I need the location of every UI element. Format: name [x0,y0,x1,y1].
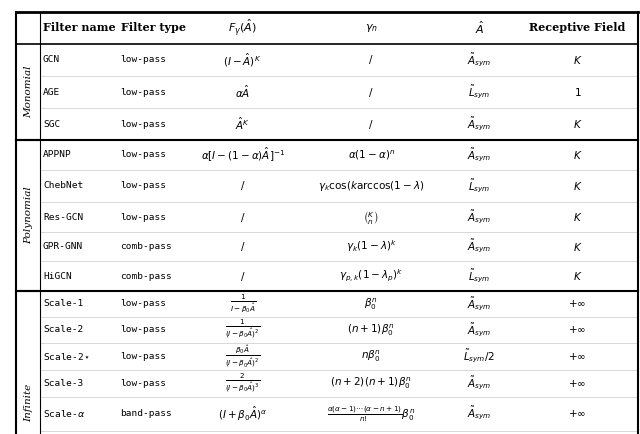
Text: $\frac{1}{I-\beta_0\hat{A}}$: $\frac{1}{I-\beta_0\hat{A}}$ [230,293,256,315]
Text: $\gamma_n$: $\gamma_n$ [365,22,378,34]
Text: low-pass: low-pass [120,352,166,361]
Text: $\frac{\beta_0\hat{A}}{(I-\beta_0\hat{A})^2}$: $\frac{\beta_0\hat{A}}{(I-\beta_0\hat{A}… [225,342,260,370]
Text: SGC: SGC [43,120,60,128]
Text: $K$: $K$ [573,180,582,192]
Text: $\tilde{A}_{sym}$: $\tilde{A}_{sym}$ [467,115,492,133]
Text: Scale-3: Scale-3 [43,379,83,388]
Text: Res-GCN: Res-GCN [43,213,83,221]
Text: low-pass: low-pass [120,88,166,96]
Text: $/\,$: $/\,$ [240,270,245,283]
Text: Filter name: Filter name [43,23,115,33]
Text: $\frac{2}{(I-\beta_0\hat{A})^3}$: $\frac{2}{(I-\beta_0\hat{A})^3}$ [225,372,260,395]
Text: low-pass: low-pass [120,326,166,334]
Text: $\alpha\hat{A}$: $\alpha\hat{A}$ [235,84,250,100]
Text: $+\infty$: $+\infty$ [568,298,586,309]
Text: $/\,$: $/\,$ [369,118,374,131]
Text: AGE: AGE [43,88,60,96]
Text: HiGCN: HiGCN [43,272,72,280]
Text: $n\beta_0^n$: $n\beta_0^n$ [361,349,381,364]
Text: $\tilde{A}_{sym}$: $\tilde{A}_{sym}$ [467,405,492,422]
Text: low-pass: low-pass [120,379,166,388]
Text: Receptive Field: Receptive Field [529,23,625,33]
Text: $+\infty$: $+\infty$ [568,324,586,335]
Text: $\tilde{A}_{sym}$: $\tilde{A}_{sym}$ [467,375,492,392]
Text: Scale-1: Scale-1 [43,299,83,308]
Text: $\tilde{A}_{sym}$: $\tilde{A}_{sym}$ [467,238,492,255]
Text: $K$: $K$ [573,270,582,282]
Text: $(I+\beta_0\hat{A})^\alpha$: $(I+\beta_0\hat{A})^\alpha$ [218,404,268,423]
Text: $\alpha(1-\alpha)^n$: $\alpha(1-\alpha)^n$ [348,148,395,161]
Text: comb-pass: comb-pass [120,272,172,280]
Text: ChebNet: ChebNet [43,181,83,191]
Text: $(n+1)\beta_0^n$: $(n+1)\beta_0^n$ [348,322,395,338]
Text: $/\,$: $/\,$ [240,240,245,253]
Text: $(I - \hat{A})^K$: $(I - \hat{A})^K$ [223,51,262,69]
Text: $\gamma_k\cos(k\arccos(1-\lambda)$: $\gamma_k\cos(k\arccos(1-\lambda)$ [318,179,424,193]
Text: $/\,$: $/\,$ [240,180,245,192]
Text: $\hat{A}$: $\hat{A}$ [475,20,484,36]
Text: $\tilde{L}_{sym}/2$: $\tilde{L}_{sym}/2$ [463,348,495,365]
Text: $/\,$: $/\,$ [369,53,374,66]
Text: Polynomial: Polynomial [24,187,33,244]
Text: Filter type: Filter type [120,23,186,33]
Text: $(n+2)(n+1)\beta_0^n$: $(n+2)(n+1)\beta_0^n$ [330,375,412,391]
Text: $K$: $K$ [573,54,582,66]
Text: comb-pass: comb-pass [120,242,172,251]
Text: $F_{\gamma}(\hat{A})$: $F_{\gamma}(\hat{A})$ [228,18,257,38]
Text: $\hat{A}^K$: $\hat{A}^K$ [235,116,250,132]
Text: Scale-$\alpha$: Scale-$\alpha$ [43,408,85,419]
Text: $+\infty$: $+\infty$ [568,351,586,362]
Text: $K$: $K$ [573,240,582,253]
Text: $/\,$: $/\,$ [240,210,245,224]
Text: $\tilde{A}_{sym}$: $\tilde{A}_{sym}$ [467,321,492,339]
Text: $\tilde{L}_{sym}$: $\tilde{L}_{sym}$ [468,267,491,285]
Text: low-pass: low-pass [120,181,166,191]
Text: $\tilde{A}_{sym}$: $\tilde{A}_{sym}$ [467,146,492,164]
Text: $\gamma_k(1-\lambda)^k$: $\gamma_k(1-\lambda)^k$ [346,239,397,254]
Text: $+\infty$: $+\infty$ [568,408,586,419]
Text: band-pass: band-pass [120,409,172,418]
Text: $\tilde{A}_{sym}$: $\tilde{A}_{sym}$ [467,51,492,69]
Text: low-pass: low-pass [120,56,166,64]
Text: $\tilde{L}_{sym}$: $\tilde{L}_{sym}$ [468,83,491,101]
Text: $K$: $K$ [573,118,582,130]
Text: low-pass: low-pass [120,120,166,128]
Text: $\beta_0^n$: $\beta_0^n$ [364,296,378,312]
Text: Scale-2: Scale-2 [43,326,83,334]
Text: $\frac{1}{(I-\beta_0\hat{A})^2}$: $\frac{1}{(I-\beta_0\hat{A})^2}$ [225,318,260,342]
Text: $/\,$: $/\,$ [369,85,374,99]
Text: $\gamma_{p,k}(1-\lambda_p)^k$: $\gamma_{p,k}(1-\lambda_p)^k$ [339,268,403,284]
Text: $K$: $K$ [573,149,582,161]
Text: $1$: $1$ [573,86,581,98]
Text: $\tilde{A}_{sym}$: $\tilde{A}_{sym}$ [467,295,492,312]
Text: low-pass: low-pass [120,151,166,159]
Text: $+\infty$: $+\infty$ [568,378,586,389]
Text: $\tilde{A}_{sym}$: $\tilde{A}_{sym}$ [467,208,492,226]
Text: low-pass: low-pass [120,299,166,308]
Text: $\alpha[I - (1-\alpha)\hat{A}]^{-1}$: $\alpha[I - (1-\alpha)\hat{A}]^{-1}$ [200,146,285,164]
Text: $\tilde{L}_{sym}$: $\tilde{L}_{sym}$ [468,177,491,195]
Text: $K$: $K$ [573,211,582,223]
Text: Infinite: Infinite [24,384,33,422]
Text: GCN: GCN [43,56,60,64]
Text: GPR-GNN: GPR-GNN [43,242,83,251]
Text: $\binom{K}{n}$: $\binom{K}{n}$ [363,208,379,226]
Text: APPNP: APPNP [43,151,72,159]
Text: Monomial: Monomial [24,66,33,118]
Text: Scale-2$\star$: Scale-2$\star$ [43,351,90,362]
Text: low-pass: low-pass [120,213,166,221]
Text: $\frac{\alpha(\alpha-1)\cdots(\alpha-n+1)}{n!}\beta_0^n$: $\frac{\alpha(\alpha-1)\cdots(\alpha-n+1… [327,404,415,424]
